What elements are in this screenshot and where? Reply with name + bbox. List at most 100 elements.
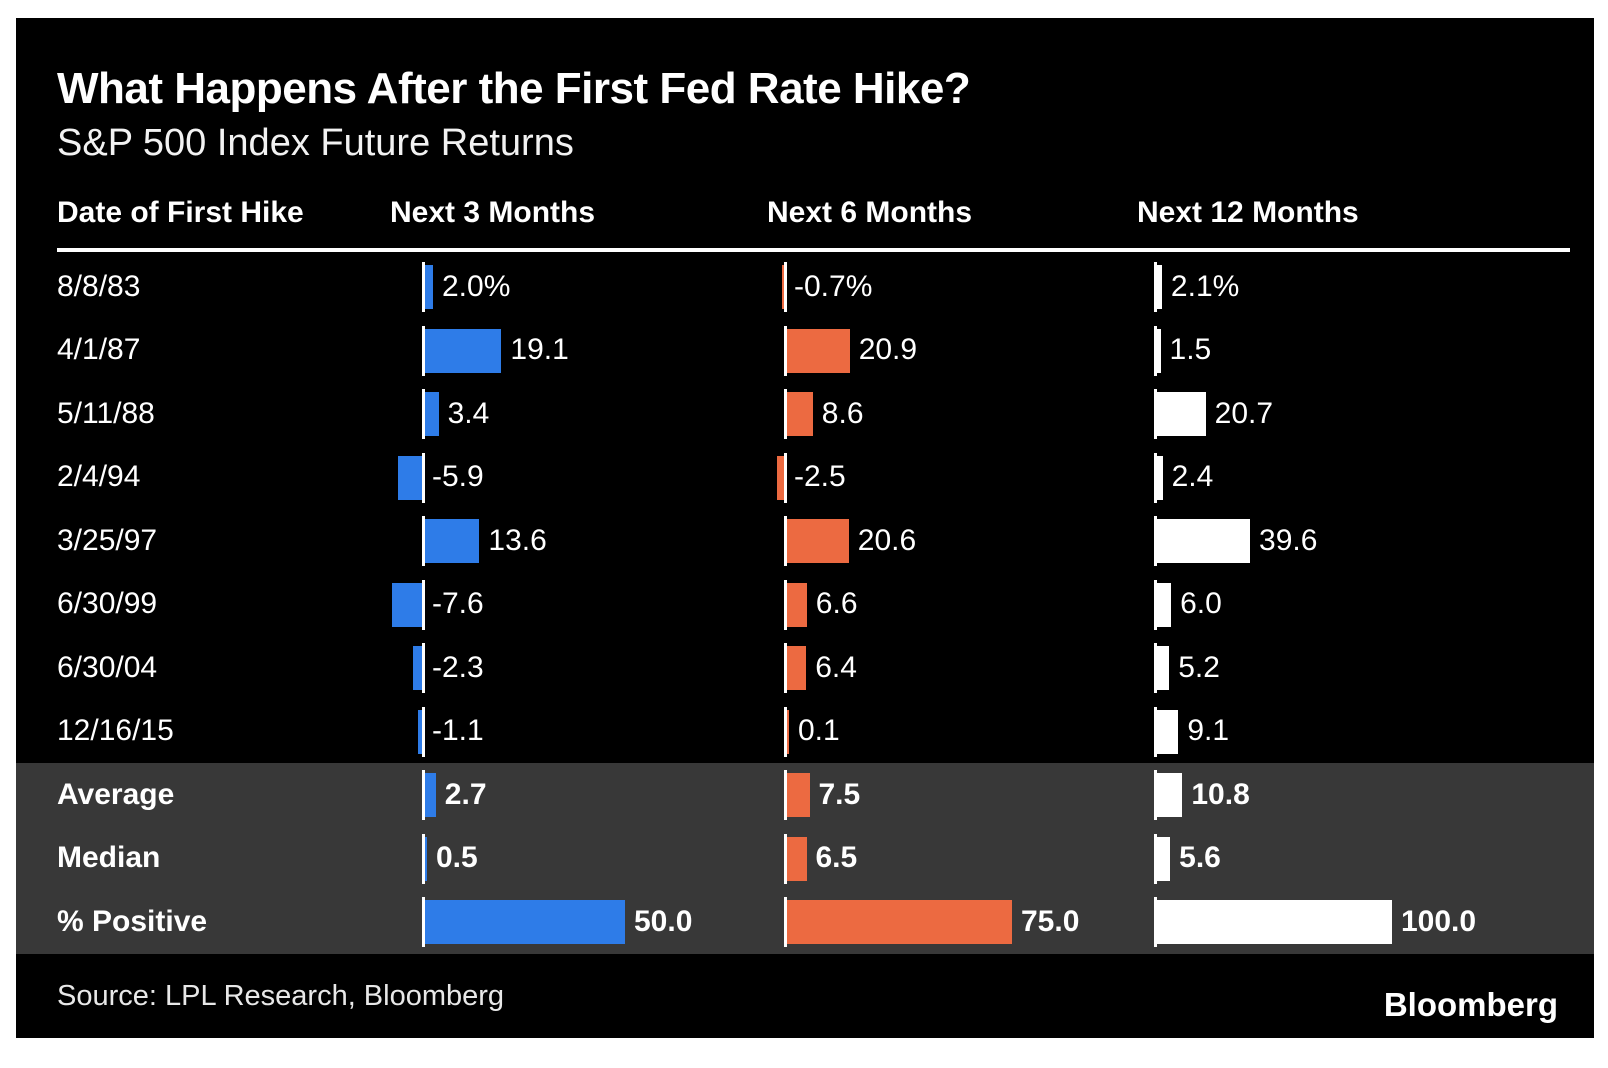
row-label: 12/16/15 (57, 714, 174, 748)
value-label-next-12-months: 2.4 (1171, 460, 1214, 494)
value-label-next-12-months: 2.1% (1170, 269, 1240, 303)
zero-baseline (1154, 833, 1157, 884)
table-row: 12/16/15 -1.1 0.1 9.1 (16, 700, 1594, 764)
zero-baseline (422, 452, 425, 503)
zero-baseline (784, 389, 787, 439)
bar-next-6-months (787, 709, 789, 754)
table-row: 2/4/94 -5.9 -2.5 2.4 (16, 446, 1594, 510)
bar-next-3-months (417, 709, 422, 754)
value-label-next-12-months: 10.8 (1191, 777, 1250, 811)
source-note: Source: LPL Research, Bloomberg (57, 980, 505, 1012)
table-body: 8/8/83 2.0% -0.7% 2.1% 4/1/87 19.1 20.9 1.5 5/11… (16, 255, 1594, 954)
zero-baseline (784, 643, 787, 693)
value-label-next-3-months: 13.6 (488, 523, 547, 557)
bar-next-3-months (425, 836, 427, 881)
bar-next-3-months (425, 519, 480, 563)
value-label-next-6-months: 6.6 (815, 587, 858, 621)
row-label: 6/30/04 (57, 650, 158, 684)
chart-subtitle: S&P 500 Index Future Returns (57, 122, 574, 164)
table-row: 4/1/87 19.1 20.9 1.5 (16, 319, 1594, 383)
zero-baseline (422, 833, 425, 884)
zero-baseline (422, 389, 425, 439)
value-label-next-12-months: 9.1 (1187, 714, 1230, 748)
zero-baseline (1154, 643, 1157, 693)
bar-next-3-months (425, 900, 625, 944)
bar-next-3-months (425, 392, 439, 436)
value-label-next-6-months: 6.4 (815, 650, 857, 684)
row-label: Average (57, 777, 175, 811)
bar-next-12-months (1157, 392, 1206, 436)
bar-next-6-months (787, 836, 807, 881)
value-label-next-3-months: 3.4 (447, 396, 490, 430)
zero-baseline (784, 706, 787, 757)
table-row: 8/8/83 2.0% -0.7% 2.1% (16, 255, 1594, 319)
value-label-next-12-months: 6.0 (1180, 587, 1222, 621)
bar-next-12-months (1157, 836, 1171, 881)
value-label-next-12-months: 20.7 (1214, 396, 1274, 430)
bar-next-12-months (1157, 646, 1170, 690)
zero-baseline (422, 325, 425, 376)
table-row: 3/25/97 13.6 20.6 39.6 (16, 509, 1594, 573)
bar-next-6-months (787, 646, 807, 690)
zero-baseline (422, 897, 425, 947)
table-row: 6/30/04 -2.3 6.4 5.2 (16, 636, 1594, 700)
column-header-date-of-first-hike: Date of First Hike (57, 196, 304, 229)
value-label-next-6-months: -0.7% (794, 269, 873, 303)
bar-next-6-months (787, 392, 813, 436)
bar-next-12-months (1157, 582, 1172, 627)
value-label-next-12-months: 5.2 (1178, 650, 1220, 684)
value-label-next-6-months: 8.6 (821, 396, 864, 430)
value-label-next-3-months: -7.6 (432, 587, 484, 621)
bar-next-3-months (391, 582, 422, 627)
value-label-next-12-months: 39.6 (1259, 523, 1318, 557)
column-header-next-6-months: Next 6 Months (767, 196, 973, 229)
value-label-next-6-months: 0.1 (798, 714, 840, 748)
zero-baseline (1154, 770, 1157, 820)
value-label-next-6-months: 7.5 (818, 777, 861, 811)
zero-baseline (422, 770, 425, 820)
value-label-next-3-months: 2.0% (442, 269, 511, 303)
bar-next-3-months (398, 455, 422, 500)
value-label-next-3-months: 2.7 (444, 777, 487, 811)
bar-next-12-months (1157, 455, 1163, 500)
row-label: Median (57, 841, 161, 875)
zero-baseline (784, 516, 787, 566)
zero-baseline (1154, 389, 1157, 439)
zero-baseline (784, 833, 787, 884)
bar-next-3-months (425, 328, 502, 373)
row-label: 2/4/94 (57, 460, 141, 494)
bar-next-6-months (787, 519, 849, 563)
value-label-next-6-months: 6.5 (815, 841, 858, 875)
zero-baseline (422, 262, 425, 312)
zero-baseline (784, 897, 787, 947)
bar-next-3-months (425, 773, 436, 817)
bar-next-12-months (1157, 519, 1251, 563)
bar-next-12-months (1157, 265, 1162, 309)
value-label-next-6-months: 20.9 (858, 333, 918, 367)
row-label: 5/11/88 (57, 396, 155, 430)
zero-baseline (422, 643, 425, 693)
value-label-next-6-months: -2.5 (794, 460, 846, 494)
value-label-next-12-months: 1.5 (1169, 333, 1212, 367)
bar-next-3-months (425, 265, 433, 309)
bar-next-6-months (776, 455, 784, 500)
bar-next-12-months (1157, 709, 1179, 754)
value-label-next-3-months: -2.3 (432, 650, 484, 684)
value-label-next-3-months: 50.0 (634, 904, 693, 938)
table-row: 5/11/88 3.4 8.6 20.7 (16, 382, 1594, 446)
table-row: 6/30/99 -7.6 6.6 6.0 (16, 573, 1594, 637)
row-label: 3/25/97 (57, 523, 158, 557)
zero-baseline (784, 325, 787, 376)
header-rule (57, 248, 1570, 252)
value-label-next-3-months: -1.1 (432, 714, 484, 748)
row-label: % Positive (57, 904, 208, 938)
bar-next-6-months (787, 900, 1012, 944)
zero-baseline (1154, 897, 1157, 947)
bar-next-3-months (412, 646, 422, 690)
column-header-next-3-months: Next 3 Months (390, 196, 596, 229)
zero-baseline (784, 579, 787, 630)
zero-baseline (422, 579, 425, 630)
zero-baseline (784, 262, 787, 312)
bar-next-12-months (1157, 900, 1392, 944)
